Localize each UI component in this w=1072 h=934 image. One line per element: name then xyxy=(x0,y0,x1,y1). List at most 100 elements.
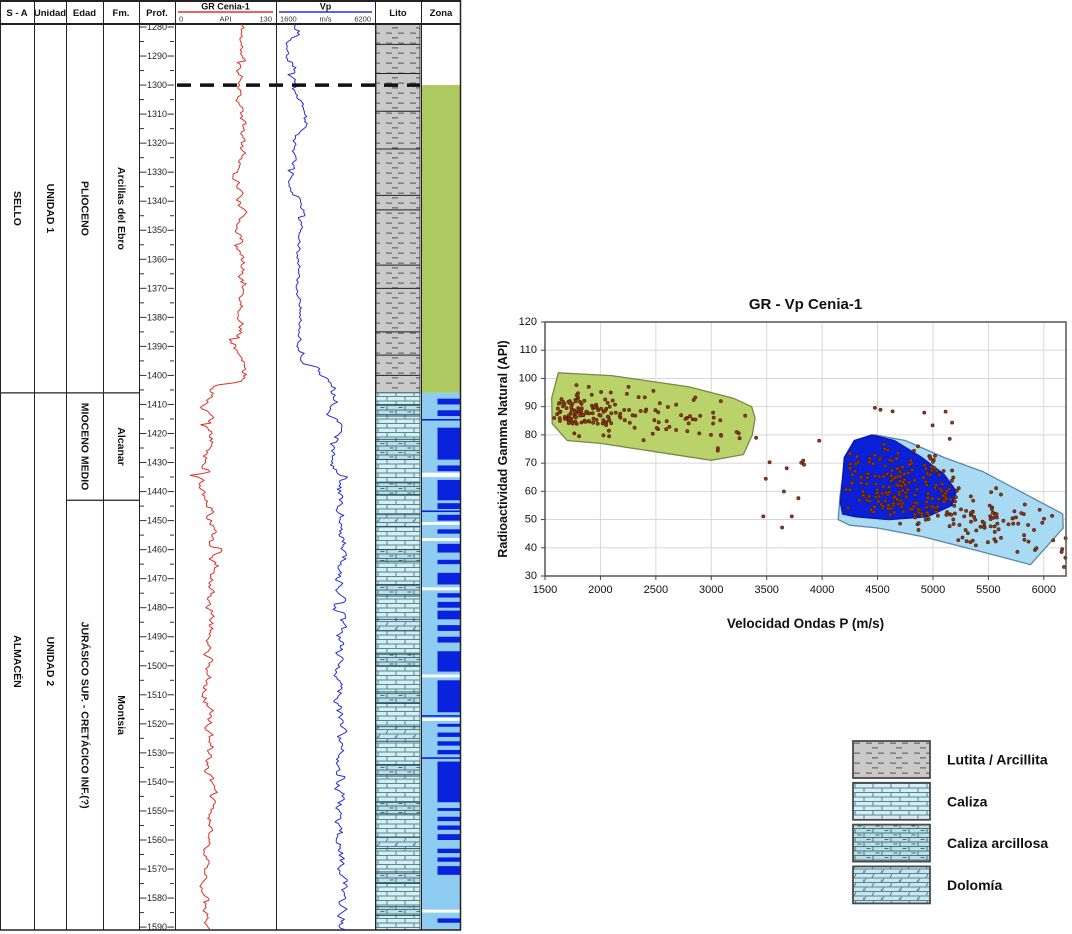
scatter-point xyxy=(789,514,794,519)
scatter-point xyxy=(607,404,612,409)
depth-label: 1370 xyxy=(147,283,167,293)
header-lito: Lito xyxy=(389,8,407,19)
zona-pay-band xyxy=(437,816,461,822)
zona-pay-band xyxy=(437,761,461,803)
legend-label-caliza_arcillosa: Caliza arcillosa xyxy=(947,835,1048,851)
lito-bed-caliza_arcillosa xyxy=(375,438,421,461)
scatter-point xyxy=(859,474,864,479)
section-label-fm-0: Arcillas del Ebro xyxy=(115,167,127,250)
lito-bed-caliza_arcillosa xyxy=(375,584,421,597)
scatter-point xyxy=(861,493,866,498)
scatter-point xyxy=(875,491,880,495)
scatter-point xyxy=(889,473,894,478)
scatter-point xyxy=(1062,565,1066,569)
scatter-point xyxy=(907,462,912,467)
lito-bed-caliza xyxy=(375,883,421,908)
lito-bed-caliza_arcillosa xyxy=(375,871,421,884)
scatter-point xyxy=(664,419,669,424)
scatter-point xyxy=(586,384,591,389)
scatter-point xyxy=(599,406,604,411)
scatter-point xyxy=(865,497,869,502)
scatter-point xyxy=(592,405,597,409)
zona-pay-band xyxy=(437,918,461,923)
scatter-point xyxy=(618,415,623,420)
scatter-point xyxy=(896,502,901,507)
scatter-point xyxy=(933,453,937,458)
scatter-point xyxy=(992,537,997,542)
depth-label: 1440 xyxy=(147,487,167,497)
y-axis-label: Radioactividad Gamma Natural (API) xyxy=(496,340,510,557)
scatter-point xyxy=(652,418,657,423)
scatter-point xyxy=(916,521,921,526)
scatter-point xyxy=(782,489,786,494)
zona-gap xyxy=(421,522,461,525)
scatter-point xyxy=(561,400,566,405)
scatter-point xyxy=(943,409,948,414)
scatter-point xyxy=(970,509,975,514)
scatter-point xyxy=(901,480,906,484)
scatter-point xyxy=(982,525,987,530)
zona-pay-line xyxy=(421,757,461,759)
scatter-point xyxy=(859,481,864,486)
scatter-point xyxy=(924,505,929,510)
scatter-point xyxy=(988,517,993,522)
lito-bed-dolomia xyxy=(375,836,421,850)
scatter-point xyxy=(876,499,881,504)
scatter-point xyxy=(910,507,914,512)
zona-pay-band xyxy=(437,749,461,755)
scatter-point xyxy=(656,420,661,425)
scatter-point xyxy=(940,481,945,486)
scatter-point xyxy=(890,468,894,473)
scatter-point xyxy=(936,513,940,518)
scatter-point xyxy=(573,399,578,404)
legend-swatch-caliza xyxy=(852,781,931,821)
scatter-point xyxy=(924,482,929,487)
depth-label: 1490 xyxy=(147,632,167,642)
scatter-point xyxy=(711,421,716,426)
lito-bed-caliza xyxy=(375,415,421,440)
scatter-point xyxy=(736,431,741,436)
scatter-point xyxy=(934,468,939,473)
lito-bed-caliza xyxy=(375,526,421,551)
depth-label: 1360 xyxy=(147,254,167,264)
x-tick-label: 5000 xyxy=(921,584,945,596)
zona-pay-band xyxy=(437,410,461,417)
depth-label: 1520 xyxy=(147,719,167,729)
scatter-point xyxy=(595,421,600,426)
scatter-point xyxy=(915,487,920,492)
scatter-point xyxy=(969,519,973,524)
scatter-point xyxy=(899,483,904,488)
zona-pay-band xyxy=(437,732,461,737)
scatter-point xyxy=(1037,507,1042,512)
depth-label: 1560 xyxy=(147,835,167,845)
scatter-point xyxy=(968,494,973,499)
scatter-point xyxy=(867,456,872,461)
y-tick-label: 30 xyxy=(525,570,537,582)
crossplot: 1500 2000 2500 3000 3500 4000 4500 5000 5500 6000… xyxy=(496,296,1068,631)
depth-label: 1570 xyxy=(147,864,167,874)
zona-pay-band xyxy=(437,857,461,862)
zona-pay-line xyxy=(421,418,461,421)
scatter-point xyxy=(957,523,962,527)
scatter-point xyxy=(584,409,589,414)
scatter-point xyxy=(561,404,565,409)
scatter-point xyxy=(754,435,759,440)
header-vp-title: Vp xyxy=(320,2,332,12)
scatter-point xyxy=(895,466,900,471)
y-tick-label: 110 xyxy=(519,344,537,356)
scatter-point xyxy=(552,416,557,420)
scatter-point xyxy=(603,397,608,402)
zona-pay-band xyxy=(437,651,461,672)
scatter-point xyxy=(978,524,983,529)
depth-label: 1340 xyxy=(147,196,167,206)
scatter-point xyxy=(599,390,604,394)
zona-seal-interval xyxy=(421,85,461,393)
zona-pay-band xyxy=(437,808,461,811)
scatter-point xyxy=(935,504,940,509)
scatter-point xyxy=(974,543,978,548)
scatter-point xyxy=(579,420,584,425)
scatter-point xyxy=(1026,539,1031,544)
scatter-point xyxy=(873,405,877,410)
scatter-point xyxy=(937,473,941,477)
scatter-point xyxy=(653,408,658,413)
